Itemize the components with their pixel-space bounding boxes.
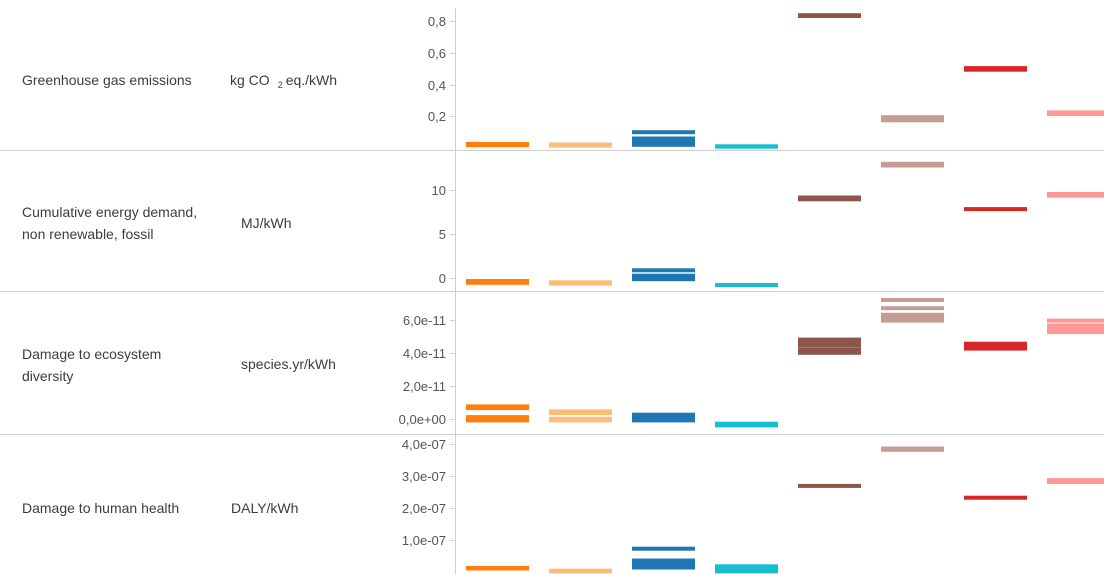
data-mark-series-6 — [881, 115, 944, 120]
y-tick-label: 5 — [439, 227, 446, 242]
data-mark-series-6 — [881, 446, 944, 451]
y-tick-label: 3,0e-07 — [402, 469, 446, 484]
data-mark-series-5 — [798, 13, 861, 18]
data-mark-series-3 — [632, 130, 695, 135]
y-tick-label: 0,4 — [428, 78, 446, 93]
panel-1: 0,2 0,4 0,6 0,8 — [428, 8, 1104, 150]
row-label-human-health: Damage to human health — [22, 500, 180, 516]
data-mark-series-2 — [549, 280, 612, 285]
data-mark-series-6 — [881, 298, 944, 302]
data-mark-series-6 — [881, 318, 944, 323]
y-tick-label: 0 — [439, 271, 446, 286]
data-mark-series-4 — [715, 144, 778, 149]
data-mark-series-5 — [798, 347, 861, 352]
data-mark-series-3 — [632, 268, 695, 273]
data-mark-series-8 — [1047, 318, 1104, 323]
data-mark-series-3 — [632, 412, 695, 417]
row-label-ecosystem-line-2: diversity — [22, 368, 74, 384]
unit-base-text: kg CO — [230, 72, 270, 88]
data-mark-series-6 — [881, 161, 944, 166]
unit-subscript: 2 — [277, 80, 283, 90]
data-mark-series-6 — [881, 312, 944, 317]
y-tick-label: 1,0e-07 — [402, 533, 446, 548]
row-label-energy-demand: Cumulative energy demand, non renewable,… — [22, 201, 197, 245]
data-mark-series-5 — [798, 483, 861, 488]
y-tick-label: 0,6 — [428, 46, 446, 61]
data-mark-series-1 — [466, 415, 529, 420]
data-mark-series-2 — [549, 568, 612, 573]
data-mark-series-3 — [632, 558, 695, 563]
data-mark-series-2 — [549, 416, 612, 421]
row-label-ecosystem: Damage to ecosystem diversity — [22, 343, 161, 387]
y-tick-label: 6,0e-11 — [403, 313, 446, 328]
data-mark-series-7 — [964, 207, 1027, 212]
data-mark-series-6 — [881, 316, 944, 321]
data-mark-series-1 — [466, 565, 529, 570]
unit-label-human-health: DALY/kWh — [231, 500, 299, 516]
data-mark-series-3 — [632, 565, 695, 570]
data-mark-series-2 — [549, 409, 612, 414]
panel-3: 0,0e+00 2,0e-11 4,0e-11 6,0e-11 — [399, 291, 1104, 434]
row-label-greenhouse-gas: Greenhouse gas emissions — [22, 72, 192, 88]
data-mark-series-4 — [715, 283, 778, 287]
data-mark-series-7 — [964, 341, 1027, 346]
y-tick-label: 0,0e+00 — [399, 412, 446, 427]
data-mark-series-8 — [1047, 110, 1104, 115]
data-mark-series-8 — [1047, 323, 1104, 328]
data-mark-series-7 — [964, 495, 1027, 500]
y-tick-label: 0,2 — [428, 109, 446, 124]
y-tick-label: 0,8 — [428, 14, 446, 29]
panel-4: 1,0e-07 2,0e-07 3,0e-07 4,0e-07 — [402, 434, 1104, 574]
data-mark-series-4 — [715, 421, 778, 426]
data-mark-series-8 — [1047, 330, 1104, 335]
data-mark-series-8 — [1047, 192, 1104, 196]
data-mark-series-5 — [798, 195, 861, 200]
data-mark-series-3 — [632, 415, 695, 420]
data-mark-series-3 — [632, 546, 695, 551]
data-mark-series-7 — [964, 344, 1027, 349]
data-mark-series-3 — [632, 273, 695, 278]
unit-label-energy-demand: MJ/kWh — [241, 215, 292, 231]
data-mark-series-8 — [1047, 478, 1104, 483]
y-tick-label: 2,0e-11 — [403, 379, 446, 394]
data-mark-series-4 — [715, 564, 778, 569]
y-tick-label: 4,0e-11 — [403, 346, 446, 361]
unit-label-ecosystem: species.yr/kWh — [241, 356, 336, 372]
data-mark-series-1 — [466, 279, 529, 283]
row-label-energy-demand-line-1: Cumulative energy demand, — [22, 204, 198, 220]
data-mark-series-5 — [798, 340, 861, 345]
data-mark-series-6 — [881, 306, 944, 311]
data-mark-series-5 — [798, 343, 861, 348]
data-mark-series-1 — [466, 404, 529, 409]
data-mark-series-7 — [964, 346, 1027, 351]
y-tick-label: 4,0e-07 — [402, 437, 446, 452]
data-mark-series-7 — [964, 66, 1027, 71]
data-mark-series-3 — [632, 563, 695, 567]
unit-rest-text: eq./kWh — [285, 72, 338, 88]
data-mark-series-3 — [632, 136, 695, 141]
data-mark-series-5 — [798, 350, 861, 355]
row-label-ecosystem-line-1: Damage to ecosystem — [22, 346, 162, 362]
unit-label-greenhouse-gas: kg CO 2 eq./kWh — [230, 69, 337, 96]
data-mark-series-8 — [1047, 326, 1104, 331]
data-mark-series-1 — [466, 141, 529, 146]
y-tick-label: 2,0e-07 — [402, 501, 446, 516]
data-mark-series-5 — [798, 337, 861, 342]
panel-2: 0 5 10 — [432, 150, 1104, 291]
y-tick-label: 10 — [432, 183, 446, 198]
data-mark-series-2 — [549, 142, 612, 147]
row-label-energy-demand-line-2: non renewable, fossil — [22, 226, 154, 242]
